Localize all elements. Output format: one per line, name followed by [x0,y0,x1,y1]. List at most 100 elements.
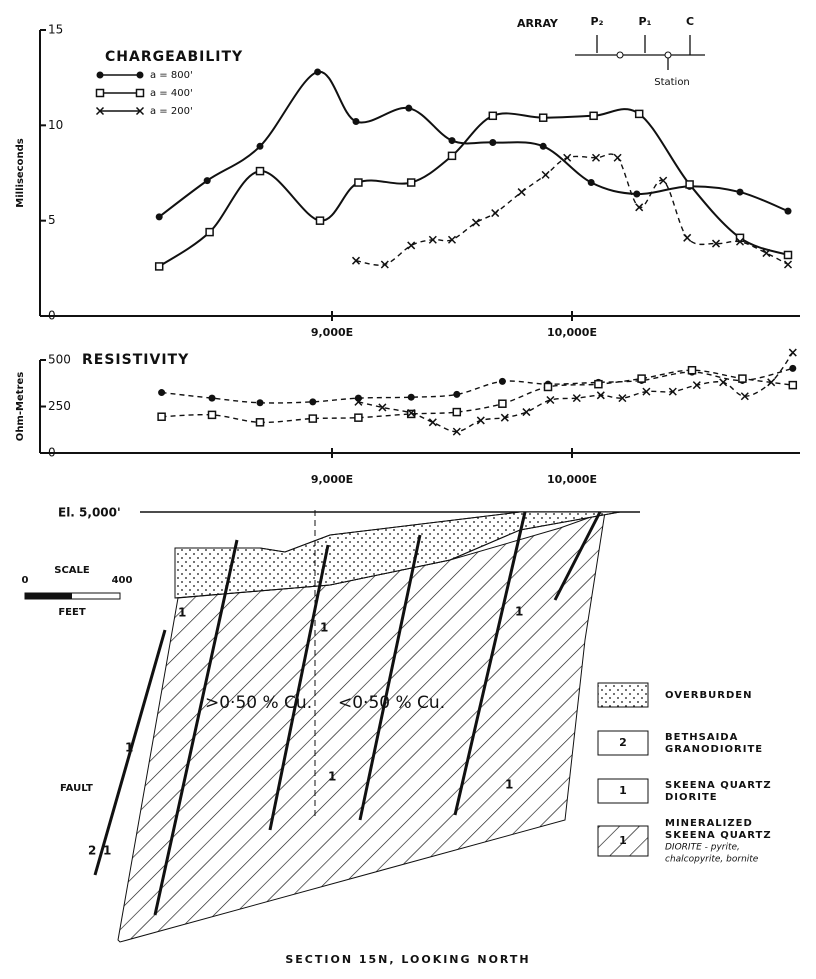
array-title: ARRAY [517,17,559,30]
legend-text: chalcopyrite, bornite [665,855,759,865]
point [659,176,668,185]
legend-text: MINERALIZED [665,818,753,829]
point [522,408,531,417]
point [692,381,701,390]
point [308,414,318,423]
caption: SECTION 15N, LOOKING NORTH [285,953,530,966]
chart-title: CHARGEABILITY [105,49,243,65]
point [203,177,211,185]
point [783,250,793,260]
point [735,237,745,246]
point [406,178,416,187]
legend-text: DIORITE - pyrite, [665,843,740,853]
legend-text: BETHSAIDA [665,732,738,743]
y-axis-label: Ohm-Metres [15,372,26,441]
point [135,106,145,116]
point [788,380,798,390]
point [315,216,325,225]
unit-label: 1 [178,606,186,620]
point [354,394,362,402]
scale-end: 400 [112,575,133,586]
y-axis-label: Milliseconds [15,138,26,207]
point [448,137,456,145]
x-tick-label: 10,000E [547,473,597,486]
point [541,170,550,179]
series-line [161,369,793,424]
scale-start: 0 [22,575,29,586]
point [587,179,595,187]
point [351,256,361,265]
point [735,233,745,243]
point [428,418,437,427]
legend-box-label: 2 [619,736,627,749]
unit-label: 1 [103,844,111,858]
unit-label: 1 [515,605,523,619]
point [668,387,677,396]
y-tick-label: 10 [48,118,63,132]
point [471,218,481,227]
point [642,387,651,396]
point [633,190,641,198]
point [205,227,214,237]
y-tick-label: 0 [48,309,56,323]
electrode: P₂ [591,15,604,28]
point [95,88,105,98]
point [157,412,166,421]
point [158,389,166,397]
station-label: Station [654,77,690,88]
legend-label: a = 200' [150,106,193,117]
point [687,365,697,375]
point [572,394,581,403]
point [405,104,413,112]
legend-text: OVERBURDEN [665,690,752,701]
point [154,262,164,271]
point [788,348,797,357]
y-tick-label: 5 [48,213,56,227]
legend-text: DIORITE [665,792,718,803]
point [407,408,416,418]
point [589,111,598,121]
point [546,395,555,405]
point [498,377,506,385]
point [447,235,457,244]
point [378,403,387,412]
point [136,71,144,79]
point [685,180,694,189]
point [543,382,553,392]
point [738,374,747,383]
point [784,207,792,215]
legend-label: a = 400' [150,88,193,99]
point [762,249,771,258]
point [789,364,797,372]
x-tick-label: 10,000E [547,326,597,339]
unit-label: 1 [328,770,336,784]
point [613,153,622,162]
array-diagram: ARRAY P₂ P₁ C Station [517,15,705,88]
point [783,260,793,269]
point [207,410,217,420]
legend-box-label: 1 [619,784,627,797]
point [96,71,104,79]
point [314,68,322,76]
y-tick-label: 15 [48,23,63,37]
unit-label: 1 [320,621,328,635]
legend-text: SKEENA QUARTZ [665,780,772,791]
point [476,416,485,425]
point [380,260,389,269]
point [594,379,603,389]
point [407,241,416,250]
chart-title: RESISTIVITY [82,352,189,368]
point [354,413,363,422]
point [452,407,462,417]
point [255,418,265,427]
point [634,109,644,119]
series-line [358,352,794,433]
point [517,188,526,197]
point [500,413,509,422]
point [354,397,363,406]
point [489,138,497,146]
legend-label: a = 800' [150,70,193,81]
point [683,233,692,242]
point [711,239,721,248]
zone-label: <0·50 % Cu. [338,693,445,713]
